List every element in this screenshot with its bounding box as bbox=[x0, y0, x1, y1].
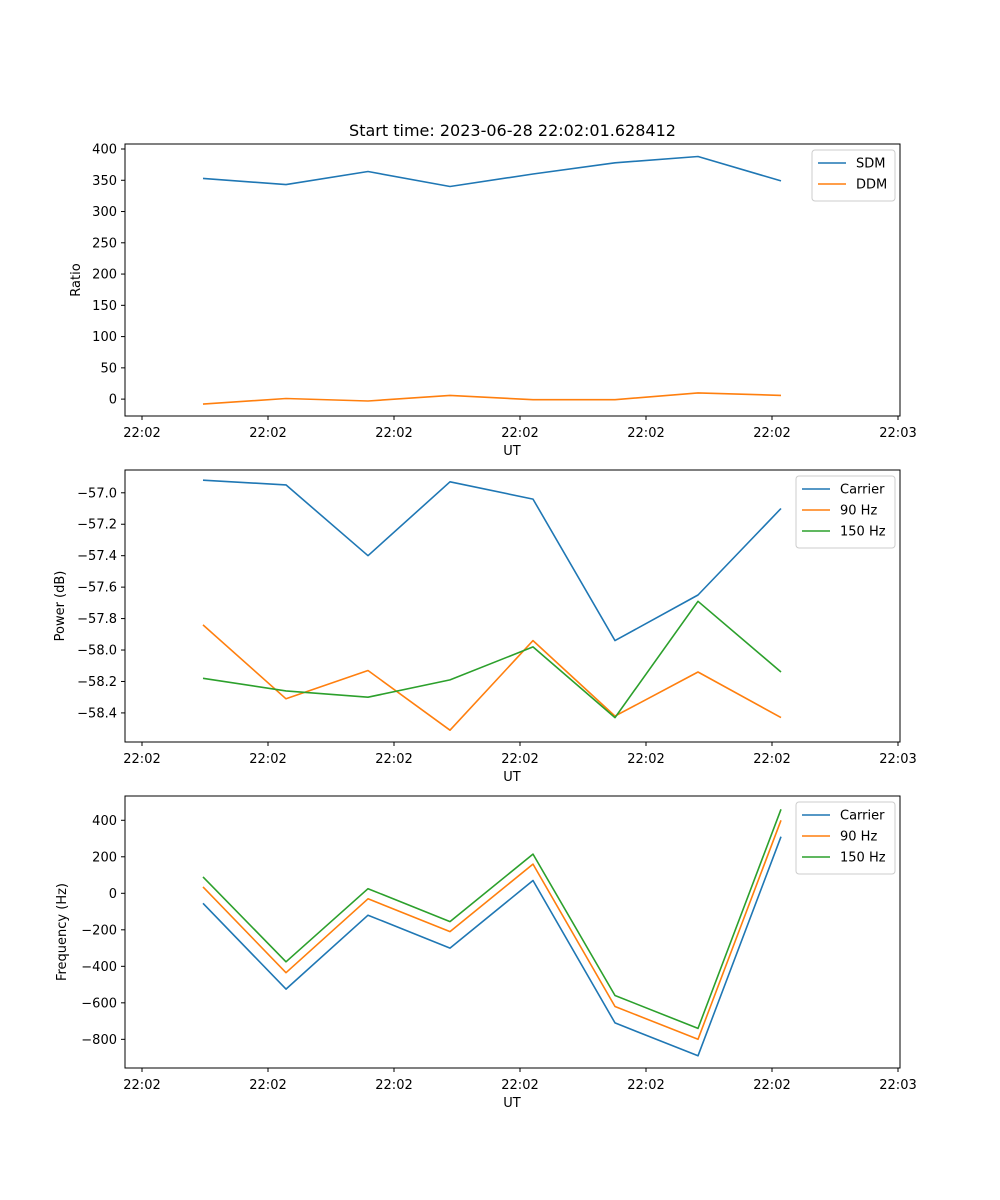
x-tick-label: 22:02 bbox=[123, 1078, 160, 1093]
x-tick-label: 22:02 bbox=[501, 426, 538, 441]
x-axis-label: UT bbox=[503, 444, 521, 459]
x-tick-label: 22:02 bbox=[627, 426, 664, 441]
legend-label: DDM bbox=[856, 178, 887, 193]
y-tick-label: −57.4 bbox=[77, 549, 117, 564]
y-tick-label: −57.0 bbox=[77, 486, 117, 501]
series-line-carrier bbox=[202, 479, 782, 642]
y-tick-label: −58.0 bbox=[77, 644, 117, 659]
x-tick-label: 22:02 bbox=[123, 426, 160, 441]
y-tick-label: −57.2 bbox=[77, 518, 117, 533]
y-tick-label: 300 bbox=[92, 205, 117, 220]
y-axis-label: Ratio bbox=[69, 263, 84, 296]
series-line-sdm bbox=[202, 155, 782, 188]
legend-box bbox=[795, 475, 896, 549]
x-tick-label: 22:02 bbox=[249, 752, 286, 767]
legend: Carrier 90 Hz 150 Hz bbox=[795, 801, 896, 875]
y-tick-label: −58.2 bbox=[77, 675, 117, 690]
y-tick-label: 200 bbox=[92, 850, 117, 865]
y-axis-label: Power (dB) bbox=[53, 571, 68, 642]
y-tick-label: −57.8 bbox=[77, 612, 117, 627]
legend-box bbox=[795, 801, 896, 875]
x-tick-label: 22:02 bbox=[627, 1078, 664, 1093]
axes-frame bbox=[124, 795, 901, 1069]
y-tick-label: 350 bbox=[92, 174, 117, 189]
y-tick-label: 100 bbox=[92, 330, 117, 345]
y-tick-label: 400 bbox=[92, 143, 117, 158]
series-line-150-hz bbox=[202, 809, 782, 1030]
y-tick-label: −200 bbox=[81, 923, 117, 938]
x-tick-label: 22:02 bbox=[753, 752, 790, 767]
legend-label: Carrier bbox=[840, 809, 885, 824]
legend: SDM DDM bbox=[811, 149, 896, 202]
series-line-150-hz bbox=[202, 600, 782, 719]
x-tick-label: 22:02 bbox=[375, 426, 412, 441]
x-tick-label: 22:03 bbox=[879, 1078, 916, 1093]
legend-label: 150 Hz bbox=[840, 851, 886, 866]
figure-title: Start time: 2023-06-28 22:02:01.628412 bbox=[349, 121, 676, 140]
series-line-carrier bbox=[202, 836, 782, 1057]
y-tick-label: −400 bbox=[81, 960, 117, 975]
y-tick-label: 50 bbox=[100, 361, 117, 376]
x-tick-label: 22:02 bbox=[375, 752, 412, 767]
series-line-ddm bbox=[202, 392, 782, 405]
legend-label: 90 Hz bbox=[840, 504, 877, 519]
y-tick-label: 400 bbox=[92, 814, 117, 829]
axes-frame bbox=[124, 469, 901, 743]
x-tick-label: 22:02 bbox=[753, 1078, 790, 1093]
legend-label: SDM bbox=[856, 157, 885, 172]
y-axis-label: Frequency (Hz) bbox=[55, 883, 70, 981]
legend-label: Carrier bbox=[840, 483, 885, 498]
y-tick-label: 200 bbox=[92, 268, 117, 283]
x-tick-label: 22:03 bbox=[879, 752, 916, 767]
chart-panel-3: 22:02 22:02 22:02 22:02 22:02 22:02 22:03 UT −80… bbox=[55, 795, 917, 1111]
x-tick-label: 22:02 bbox=[753, 426, 790, 441]
series-line-90-hz bbox=[202, 820, 782, 1041]
y-tick-label: −58.4 bbox=[77, 706, 117, 721]
x-axis-label: UT bbox=[503, 770, 521, 785]
y-tick-label: 0 bbox=[109, 887, 117, 902]
y-tick-label: 0 bbox=[109, 393, 117, 408]
chart-panel-2: 22:02 22:02 22:02 22:02 22:02 22:02 22:03 UT −58… bbox=[53, 469, 917, 785]
x-axis-label: UT bbox=[503, 1096, 521, 1111]
y-tick-label: −600 bbox=[81, 996, 117, 1011]
legend: Carrier 90 Hz 150 Hz bbox=[795, 475, 896, 549]
legend-label: 90 Hz bbox=[840, 830, 877, 845]
y-tick-label: −57.6 bbox=[77, 581, 117, 596]
x-tick-label: 22:02 bbox=[627, 752, 664, 767]
x-tick-label: 22:02 bbox=[249, 426, 286, 441]
x-tick-label: 22:03 bbox=[879, 426, 916, 441]
x-tick-label: 22:02 bbox=[501, 1078, 538, 1093]
y-tick-label: 150 bbox=[92, 299, 117, 314]
x-tick-label: 22:02 bbox=[123, 752, 160, 767]
chart-panel-1: 22:02 22:02 22:02 22:02 22:02 22:02 22:03 UT 0 50… bbox=[69, 143, 917, 459]
x-tick-label: 22:02 bbox=[501, 752, 538, 767]
y-tick-label: 250 bbox=[92, 236, 117, 251]
axes-frame bbox=[124, 143, 901, 417]
y-tick-label: −800 bbox=[81, 1033, 117, 1048]
x-tick-label: 22:02 bbox=[249, 1078, 286, 1093]
x-tick-label: 22:02 bbox=[375, 1078, 412, 1093]
series-line-90-hz bbox=[202, 624, 782, 732]
legend-label: 150 Hz bbox=[840, 525, 886, 540]
